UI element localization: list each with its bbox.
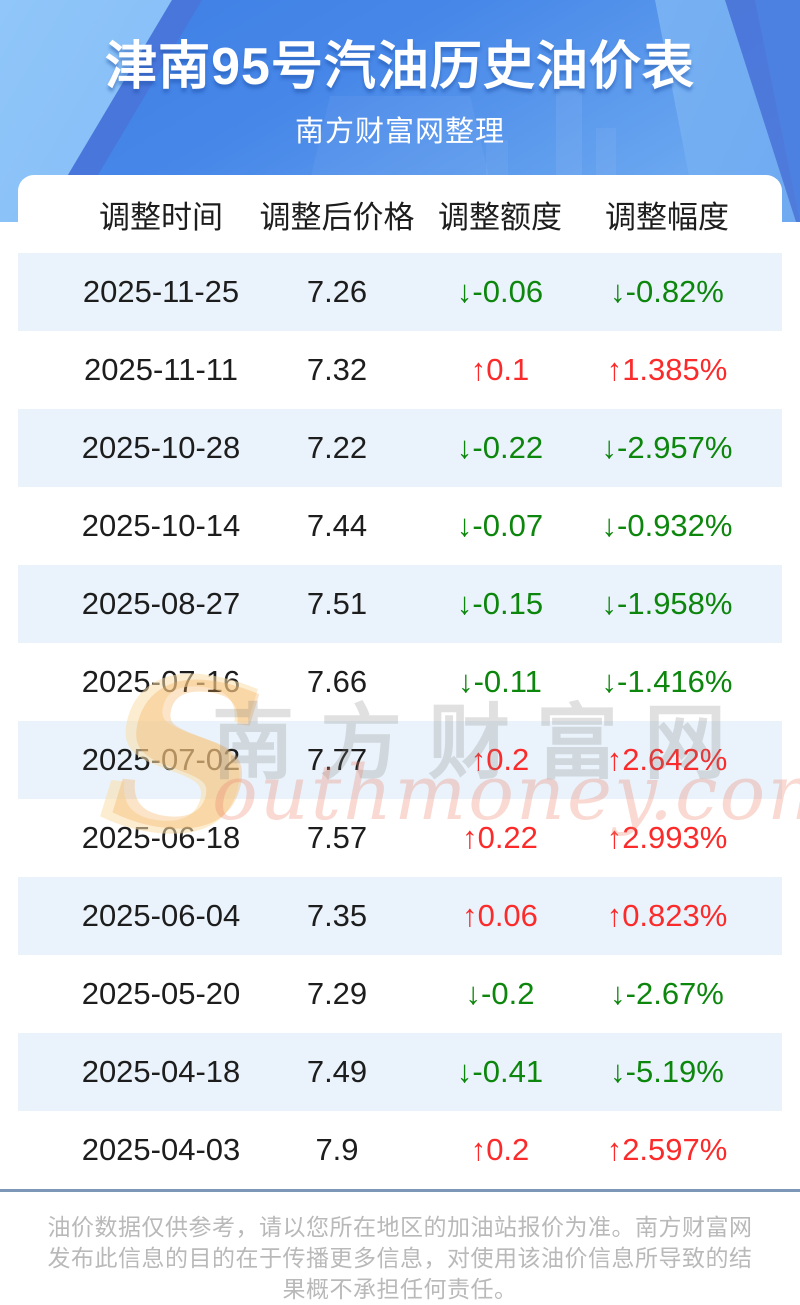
- cell-percent: ↓-5.19%: [610, 1054, 724, 1089]
- table-row: 2025-11-25 7.26 ↓-0.06 ↓-0.82%: [18, 253, 782, 331]
- cell-change: ↑0.2: [470, 1132, 530, 1167]
- disclaimer: 油价数据仅供参考，请以您所在地区的加油站报价为准。南方财富网 发布此信息的目的在…: [0, 1192, 800, 1302]
- cell-percent: ↑2.597%: [606, 1132, 728, 1167]
- column-header-adjust-time: 调整时间: [99, 199, 223, 235]
- cell-change: ↑0.2: [470, 742, 530, 777]
- cell-change: ↓-0.07: [456, 508, 544, 543]
- table-body: 2025-11-25 7.26 ↓-0.06 ↓-0.82% 2025-11-11 7.3…: [18, 253, 782, 1189]
- cell-price: 7.26: [306, 274, 368, 309]
- cell-price: 7.32: [306, 352, 368, 387]
- table-row: 2025-10-28 7.22 ↓-0.22 ↓-2.957%: [18, 409, 782, 487]
- cell-date: 2025-10-14: [81, 508, 241, 543]
- column-header-adjusted-price: 调整后价格: [259, 199, 415, 235]
- cell-percent: ↓-1.958%: [601, 586, 733, 621]
- disclaimer-line: 油价数据仅供参考，请以您所在地区的加油站报价为准。南方财富网: [47, 1214, 753, 1240]
- cell-price: 7.49: [306, 1054, 368, 1089]
- cell-change: ↑0.22: [462, 820, 538, 855]
- disclaimer-line: 发布此信息的目的在于传播更多信息，对使用该油价信息所导致的结: [47, 1245, 753, 1271]
- cell-change: ↓-0.22: [456, 430, 544, 465]
- cell-percent: ↓-2.957%: [601, 430, 733, 465]
- cell-price: 7.29: [306, 976, 368, 1011]
- cell-date: 2025-07-16: [81, 664, 241, 699]
- cell-percent: ↓-2.67%: [610, 976, 724, 1011]
- column-header-adjust-amount: 调整额度: [438, 199, 562, 235]
- table-row: 2025-04-03 7.9 ↑0.2 ↑2.597%: [18, 1111, 782, 1189]
- cell-date: 2025-07-02: [81, 742, 241, 777]
- cell-price: 7.9: [315, 1132, 359, 1167]
- cell-price: 7.44: [306, 508, 368, 543]
- cell-price: 7.77: [306, 742, 368, 777]
- table-row: 2025-06-04 7.35 ↑0.06 ↑0.823%: [18, 877, 782, 955]
- cell-change: ↓-0.15: [456, 586, 544, 621]
- cell-date: 2025-11-11: [84, 352, 238, 387]
- cell-percent: ↓-1.416%: [601, 664, 733, 699]
- table-row: 2025-04-18 7.49 ↓-0.41 ↓-5.19%: [18, 1033, 782, 1111]
- cell-change: ↑0.06: [462, 898, 538, 933]
- cell-percent: ↑2.993%: [606, 820, 728, 855]
- cell-percent: ↓-0.82%: [610, 274, 724, 309]
- table-row: 2025-06-18 7.57 ↑0.22 ↑2.993%: [18, 799, 782, 877]
- cell-percent: ↓-0.932%: [601, 508, 733, 543]
- table-row: 2025-07-02 7.77 ↑0.2 ↑2.642%: [18, 721, 782, 799]
- cell-price: 7.51: [306, 586, 368, 621]
- table-row: 2025-08-27 7.51 ↓-0.15 ↓-1.958%: [18, 565, 782, 643]
- page-subtitle: 南方财富网整理: [294, 116, 505, 148]
- page-title: 津南95号汽油历史油价表: [105, 38, 695, 96]
- cell-date: 2025-06-04: [81, 898, 241, 933]
- table-row: 2025-10-14 7.44 ↓-0.07 ↓-0.932%: [18, 487, 782, 565]
- footer-divider: [0, 1189, 800, 1192]
- cell-percent: ↑0.823%: [606, 898, 728, 933]
- cell-date: 2025-05-20: [81, 976, 241, 1011]
- table-header-row: 调整时间 调整后价格 调整额度 调整幅度: [18, 175, 782, 253]
- table-row: 2025-05-20 7.29 ↓-0.2 ↓-2.67%: [18, 955, 782, 1033]
- table-row: 2025-07-16 7.66 ↓-0.11 ↓-1.416%: [18, 643, 782, 721]
- column-header-adjust-range: 调整幅度: [605, 199, 729, 235]
- price-table-card: 调整时间 调整后价格 调整额度 调整幅度 2025-11-25 7.26 ↓-0.0…: [18, 175, 782, 1189]
- cell-price: 7.57: [306, 820, 368, 855]
- cell-percent: ↑2.642%: [606, 742, 728, 777]
- cell-date: 2025-04-18: [81, 1054, 241, 1089]
- cell-date: 2025-11-25: [82, 274, 240, 309]
- cell-date: 2025-08-27: [81, 586, 241, 621]
- cell-date: 2025-04-03: [81, 1132, 241, 1167]
- cell-date: 2025-06-18: [81, 820, 241, 855]
- cell-change: ↓-0.06: [456, 274, 544, 309]
- cell-date: 2025-10-28: [81, 430, 241, 465]
- cell-price: 7.35: [306, 898, 368, 933]
- cell-price: 7.66: [306, 664, 368, 699]
- cell-change: ↓-0.41: [456, 1054, 544, 1089]
- cell-change: ↑0.1: [470, 352, 530, 387]
- table-row: 2025-11-11 7.32 ↑0.1 ↑1.385%: [18, 331, 782, 409]
- cell-change: ↓-0.2: [465, 976, 535, 1011]
- cell-price: 7.22: [306, 430, 368, 465]
- cell-percent: ↑1.385%: [606, 352, 728, 387]
- cell-change: ↓-0.11: [458, 664, 542, 699]
